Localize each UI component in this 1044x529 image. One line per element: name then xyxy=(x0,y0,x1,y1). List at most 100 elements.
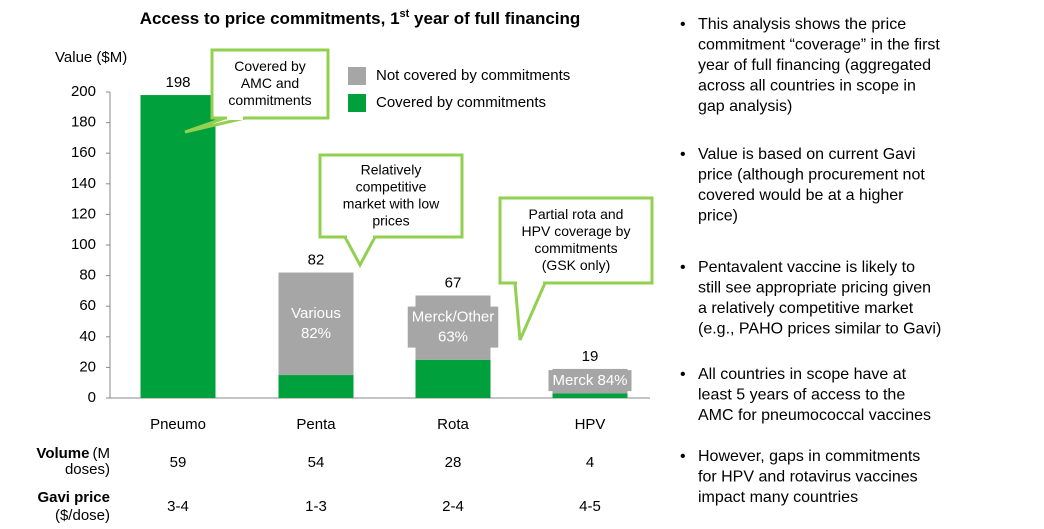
bullet-line: Value is based on current Gavi xyxy=(698,146,916,163)
row-label-main: Gavi price xyxy=(37,489,110,506)
bullet-dot: • xyxy=(680,16,686,33)
table-cell: 28 xyxy=(445,454,462,471)
y-tick-label: 60 xyxy=(79,297,96,314)
total-label: 198 xyxy=(165,74,190,91)
title-sup: st xyxy=(400,8,410,20)
row-label-unit: (M xyxy=(93,445,111,462)
row-label-unit: doses) xyxy=(65,461,110,478)
table-cell: 4-5 xyxy=(579,498,601,515)
legend-swatch xyxy=(348,67,366,85)
inner-label-line: Merck 84% xyxy=(552,372,627,389)
x-tick-label: Penta xyxy=(296,416,336,433)
bullet-text: However, gaps in commitments for HPV and … xyxy=(698,448,920,506)
callout-box xyxy=(318,153,464,239)
table-cell: 59 xyxy=(170,454,187,471)
y-tick-label: 0 xyxy=(88,389,96,406)
inner-label-line: 63% xyxy=(438,329,468,346)
table-cell: 1-3 xyxy=(305,498,327,515)
inner-label: Various 82% xyxy=(287,302,345,344)
table-cell: 3-4 xyxy=(167,498,189,515)
bullet-text: All countries in scope have at least 5 ye… xyxy=(698,366,931,424)
callout-box xyxy=(498,196,654,285)
total-label: 82 xyxy=(308,252,325,269)
bullet-text: Value is based on current Gavi price (alt… xyxy=(698,146,925,225)
callout-line: competitive xyxy=(356,178,427,194)
callout-line: Covered by xyxy=(234,58,306,74)
bullet-line: least 5 years of access to the xyxy=(698,387,905,404)
bullet-dot: • xyxy=(680,366,686,383)
bar-segment xyxy=(278,375,354,398)
y-axis-label: Value ($M) xyxy=(55,49,127,66)
inner-label-text: Merck 84% xyxy=(552,372,627,389)
bullet-line: covered would be at a higher xyxy=(698,187,904,204)
inner-label-text: Merck/Other 63% xyxy=(412,309,495,346)
inner-label: Merck/Other 63% xyxy=(407,306,499,348)
bullet-line: across all countries in scope in xyxy=(698,78,916,95)
x-tick-label: Pneumo xyxy=(150,416,206,433)
callout-text: Relatively competitive market with low pric… xyxy=(343,161,440,228)
chart-title: Access to price commitments, 1st year of… xyxy=(140,8,581,29)
inner-label-bg xyxy=(407,306,499,348)
inner-label-line: 82% xyxy=(301,325,331,342)
title-part: Access to price commitments, 1 xyxy=(140,9,400,28)
table-cell: 4 xyxy=(586,454,594,471)
y-tick-label: 80 xyxy=(79,267,96,284)
table-cell: 2-4 xyxy=(442,498,464,515)
bullet-line: price (although procurement not xyxy=(698,167,925,184)
bar-segment xyxy=(415,359,491,398)
inner-label-line: Merck/Other xyxy=(412,309,495,326)
total-label: 19 xyxy=(582,348,599,365)
y-tick-label: 140 xyxy=(71,175,96,192)
bullet-line: gap analysis) xyxy=(698,98,792,115)
callout-line: commitments xyxy=(228,92,311,108)
y-tick-label: 100 xyxy=(71,236,96,253)
bullet-text: Pentavalent vaccine is likely to still se… xyxy=(698,259,941,338)
y-tick-label: 40 xyxy=(79,328,96,345)
legend-label: Covered by commitments xyxy=(376,94,546,111)
bullet-line: impact many countries xyxy=(698,489,858,506)
callout-line: prices xyxy=(372,212,409,228)
callout-line: HPV coverage by xyxy=(522,223,631,239)
bullet-line: still see appropriate pricing given xyxy=(698,280,931,297)
bullet-line: year of full financing (aggregated xyxy=(698,57,931,74)
bullet-dot: • xyxy=(680,448,686,465)
callout-pointer xyxy=(342,235,378,269)
total-label: 67 xyxy=(445,274,462,291)
bullet-line: AMC for pneumococcal vaccines xyxy=(698,407,931,424)
callout-line: Relatively xyxy=(361,161,422,177)
callout-pointer xyxy=(513,281,548,341)
inner-label-text: Various 82% xyxy=(291,305,341,342)
legend-swatch xyxy=(348,94,366,112)
x-tick-label: HPV xyxy=(575,416,606,433)
callout-text: Covered by AMC and commitments xyxy=(228,58,311,108)
inner-label: Merck 84% xyxy=(548,370,632,392)
bullet-line: Pentavalent vaccine is likely to xyxy=(698,259,915,276)
bullet-line: This analysis shows the price xyxy=(698,16,906,33)
y-tick-label: 160 xyxy=(71,144,96,161)
callout-line: (GSK only) xyxy=(542,257,610,273)
callout-line: AMC and xyxy=(241,75,299,91)
bar-segment xyxy=(140,95,216,398)
row-label-main: Volume xyxy=(36,445,89,462)
x-tick-label: Rota xyxy=(437,416,469,433)
bullet-text: This analysis shows the price commitment … xyxy=(698,16,940,115)
row-label-unit: ($/dose) xyxy=(55,507,110,524)
callout-line: Partial rota and xyxy=(529,206,624,222)
bullet-line: a relatively competitive market xyxy=(698,300,914,317)
bullet-line: However, gaps in commitments xyxy=(698,448,920,465)
y-tick-label: 20 xyxy=(79,358,96,375)
legend-label: Not covered by commitments xyxy=(376,67,570,84)
callout-text: Partial rota and HPV coverage by commitmen… xyxy=(522,206,631,273)
y-tick-label: 120 xyxy=(71,205,96,222)
bullet-line: price) xyxy=(698,208,738,225)
bullet-line: All countries in scope have at xyxy=(698,366,907,383)
inner-label-bg xyxy=(548,370,632,392)
row-label: Volume (M xyxy=(36,445,110,462)
inner-label-bg xyxy=(287,302,345,344)
bullet-line: commitment “coverage” in the first xyxy=(698,37,940,54)
bullet-line: for HPV and rotavirus vaccines xyxy=(698,469,918,486)
row-label: Gavi price xyxy=(37,489,110,506)
title-part: year of full financing xyxy=(409,9,580,28)
inner-label-line: Various xyxy=(291,305,341,322)
